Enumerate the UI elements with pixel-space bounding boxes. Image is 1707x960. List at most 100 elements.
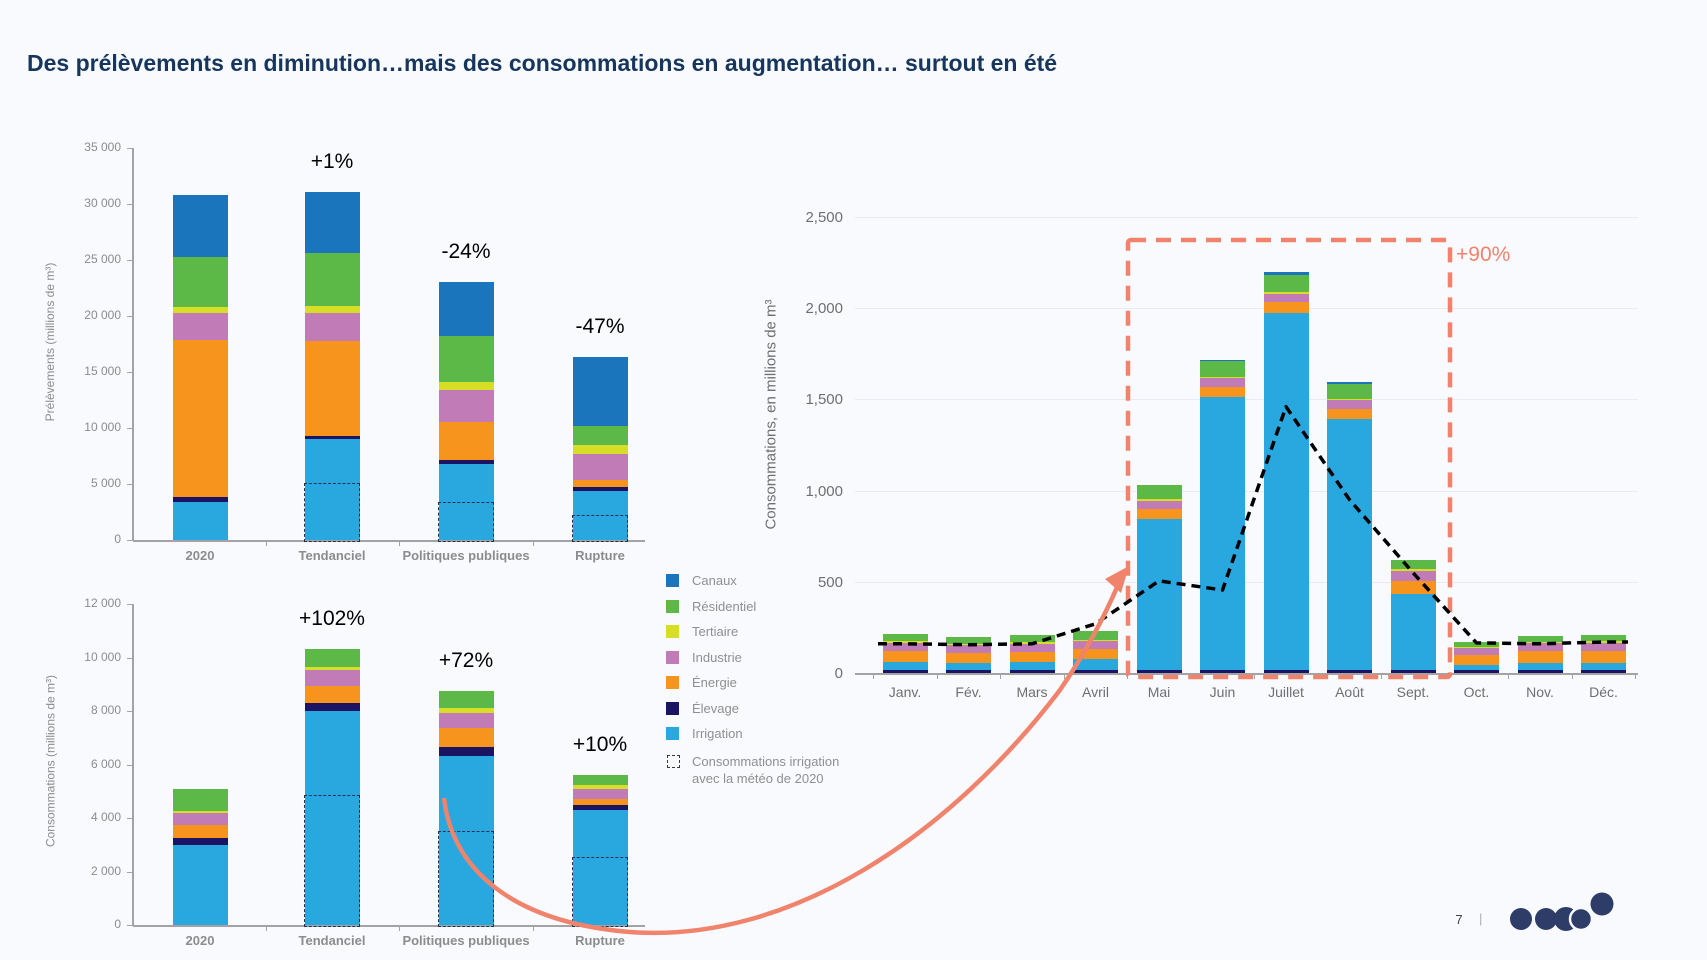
y-tick-label: 1,000 xyxy=(805,482,843,500)
bar-segment-irrigation xyxy=(1073,659,1118,671)
bar-segment-elevage xyxy=(572,487,628,491)
bar-segment-irrigation xyxy=(572,490,628,540)
y-tick-label: 10 000 xyxy=(84,649,121,664)
y-tick-mark xyxy=(127,484,133,485)
bar-segment-energie xyxy=(1327,408,1372,419)
bar-segment-irrigation xyxy=(1263,312,1309,671)
bar-segment-residentiel xyxy=(172,789,228,811)
bar-segment-residentiel xyxy=(304,649,360,667)
bar-segment-residentiel xyxy=(882,633,928,642)
bar-segment-energie xyxy=(1454,654,1499,665)
bar-segment-irrigation xyxy=(1327,418,1372,671)
irrigation-legend-swatch xyxy=(666,727,679,740)
overlay-dashed-box xyxy=(571,515,628,542)
bar-segment-irrigation xyxy=(1581,662,1626,671)
y-tick-label: 2 000 xyxy=(90,863,121,878)
y-tick-label: 1,500 xyxy=(805,391,843,409)
bar-segment-elevage xyxy=(1390,670,1436,673)
x-category-label: Tendanciel xyxy=(298,933,366,948)
y-tick-label: 15 000 xyxy=(84,364,121,378)
bar-segment-industrie xyxy=(572,453,628,480)
bar-segment-energie xyxy=(882,651,928,663)
bar-segment-elevage xyxy=(1200,670,1245,673)
y-tick-mark xyxy=(127,925,133,926)
bar-segment-residentiel xyxy=(572,425,628,445)
bar-segment-elevage xyxy=(1454,670,1499,673)
bar-segment-tertiaire xyxy=(946,643,991,646)
y-tick-mark xyxy=(127,540,133,541)
y-tick-mark xyxy=(127,260,133,261)
bar-segment-elevage xyxy=(1073,670,1118,673)
industrie-legend-swatch xyxy=(666,650,679,664)
bar-segment-energie xyxy=(1517,651,1563,663)
y-tick-mark xyxy=(127,372,133,373)
bar-segment-elevage xyxy=(438,460,494,464)
x-category-label: Déc. xyxy=(1589,684,1618,700)
bar-segment-irrigation xyxy=(1200,396,1245,671)
bar-segment-energie xyxy=(946,652,991,663)
y-tick-mark xyxy=(127,204,133,205)
y-tick-mark xyxy=(127,428,133,429)
y-tick-label: 500 xyxy=(817,573,843,591)
bar-segment-canaux xyxy=(438,282,494,337)
bar-segment-energie xyxy=(1263,301,1309,313)
bar-segment-irrigation xyxy=(172,501,228,540)
x-category-label: Rupture xyxy=(575,548,625,563)
y-tick-label: 4 000 xyxy=(90,810,121,824)
x-category-label: Tendanciel xyxy=(298,548,366,563)
bar-segment-canaux xyxy=(1327,382,1372,385)
bar-segment-industrie xyxy=(1517,643,1563,652)
energie-legend-swatch xyxy=(666,676,679,689)
legend-label: Canaux xyxy=(692,573,737,588)
x-tick-mark xyxy=(1000,674,1002,679)
y-tick-mark xyxy=(127,316,133,317)
bar-segment-tertiaire xyxy=(1263,292,1309,294)
bar-segment-industrie xyxy=(1390,570,1436,581)
y-tick-mark xyxy=(127,764,133,766)
bar-segment-energie xyxy=(1200,386,1245,397)
bar-segment-irrigation xyxy=(304,439,360,540)
bar-segment-tertiaire xyxy=(304,666,360,670)
bar-segment-elevage xyxy=(882,670,928,673)
bar-segment-tertiaire xyxy=(1200,376,1245,379)
bar-segment-tertiaire xyxy=(1517,641,1563,644)
bar-segment-elevage xyxy=(1009,670,1055,673)
bar-segment-industrie xyxy=(1581,642,1626,652)
bar-segment-irrigation xyxy=(946,662,991,671)
bar-segment-industrie xyxy=(1327,400,1372,409)
bar-segment-elevage xyxy=(1581,670,1626,673)
bar-segment-irrigation xyxy=(1009,662,1055,671)
annotation-label: +102% xyxy=(299,607,365,631)
y-tick-mark xyxy=(127,148,133,149)
legend-label: Élevage xyxy=(692,700,739,716)
bar-segment-industrie xyxy=(172,312,228,341)
y-tick-label: 0 xyxy=(834,665,843,682)
bar-segment-canaux xyxy=(1263,272,1309,275)
bar-segment-residentiel xyxy=(1073,631,1118,640)
bar-segment-industrie xyxy=(304,669,360,686)
bar-segment-energie xyxy=(1581,651,1626,663)
y-tick-label: 12 000 xyxy=(84,596,121,610)
x-axis-line xyxy=(855,673,1638,675)
bar-segment-elevage xyxy=(1517,670,1563,673)
y-tick-label: 2,000 xyxy=(805,300,843,318)
bar-segment-elevage xyxy=(172,496,228,502)
bar-segment-energie xyxy=(1009,652,1055,663)
bar-segment-tertiaire xyxy=(1454,646,1499,649)
canaux-legend-swatch xyxy=(666,574,679,587)
x-category-label: Juin xyxy=(1209,684,1236,700)
y-tick-label: 5 000 xyxy=(90,476,121,490)
bar-segment-elevage xyxy=(1327,670,1372,673)
x-tick-mark xyxy=(1063,674,1065,679)
bar-segment-canaux xyxy=(304,191,360,254)
bar-segment-industrie xyxy=(438,389,494,423)
x-category-label: Oct. xyxy=(1463,684,1490,700)
legend-label: Énergie xyxy=(692,675,737,690)
bar-segment-irrigation xyxy=(1517,662,1563,671)
bar-segment-residentiel xyxy=(1327,384,1372,399)
bar-segment-canaux xyxy=(1200,359,1245,362)
x-axis-line xyxy=(133,540,645,542)
bar-segment-irrigation xyxy=(1454,664,1499,671)
y-axis-line xyxy=(132,148,134,540)
bar-segment-tertiaire xyxy=(572,444,628,454)
